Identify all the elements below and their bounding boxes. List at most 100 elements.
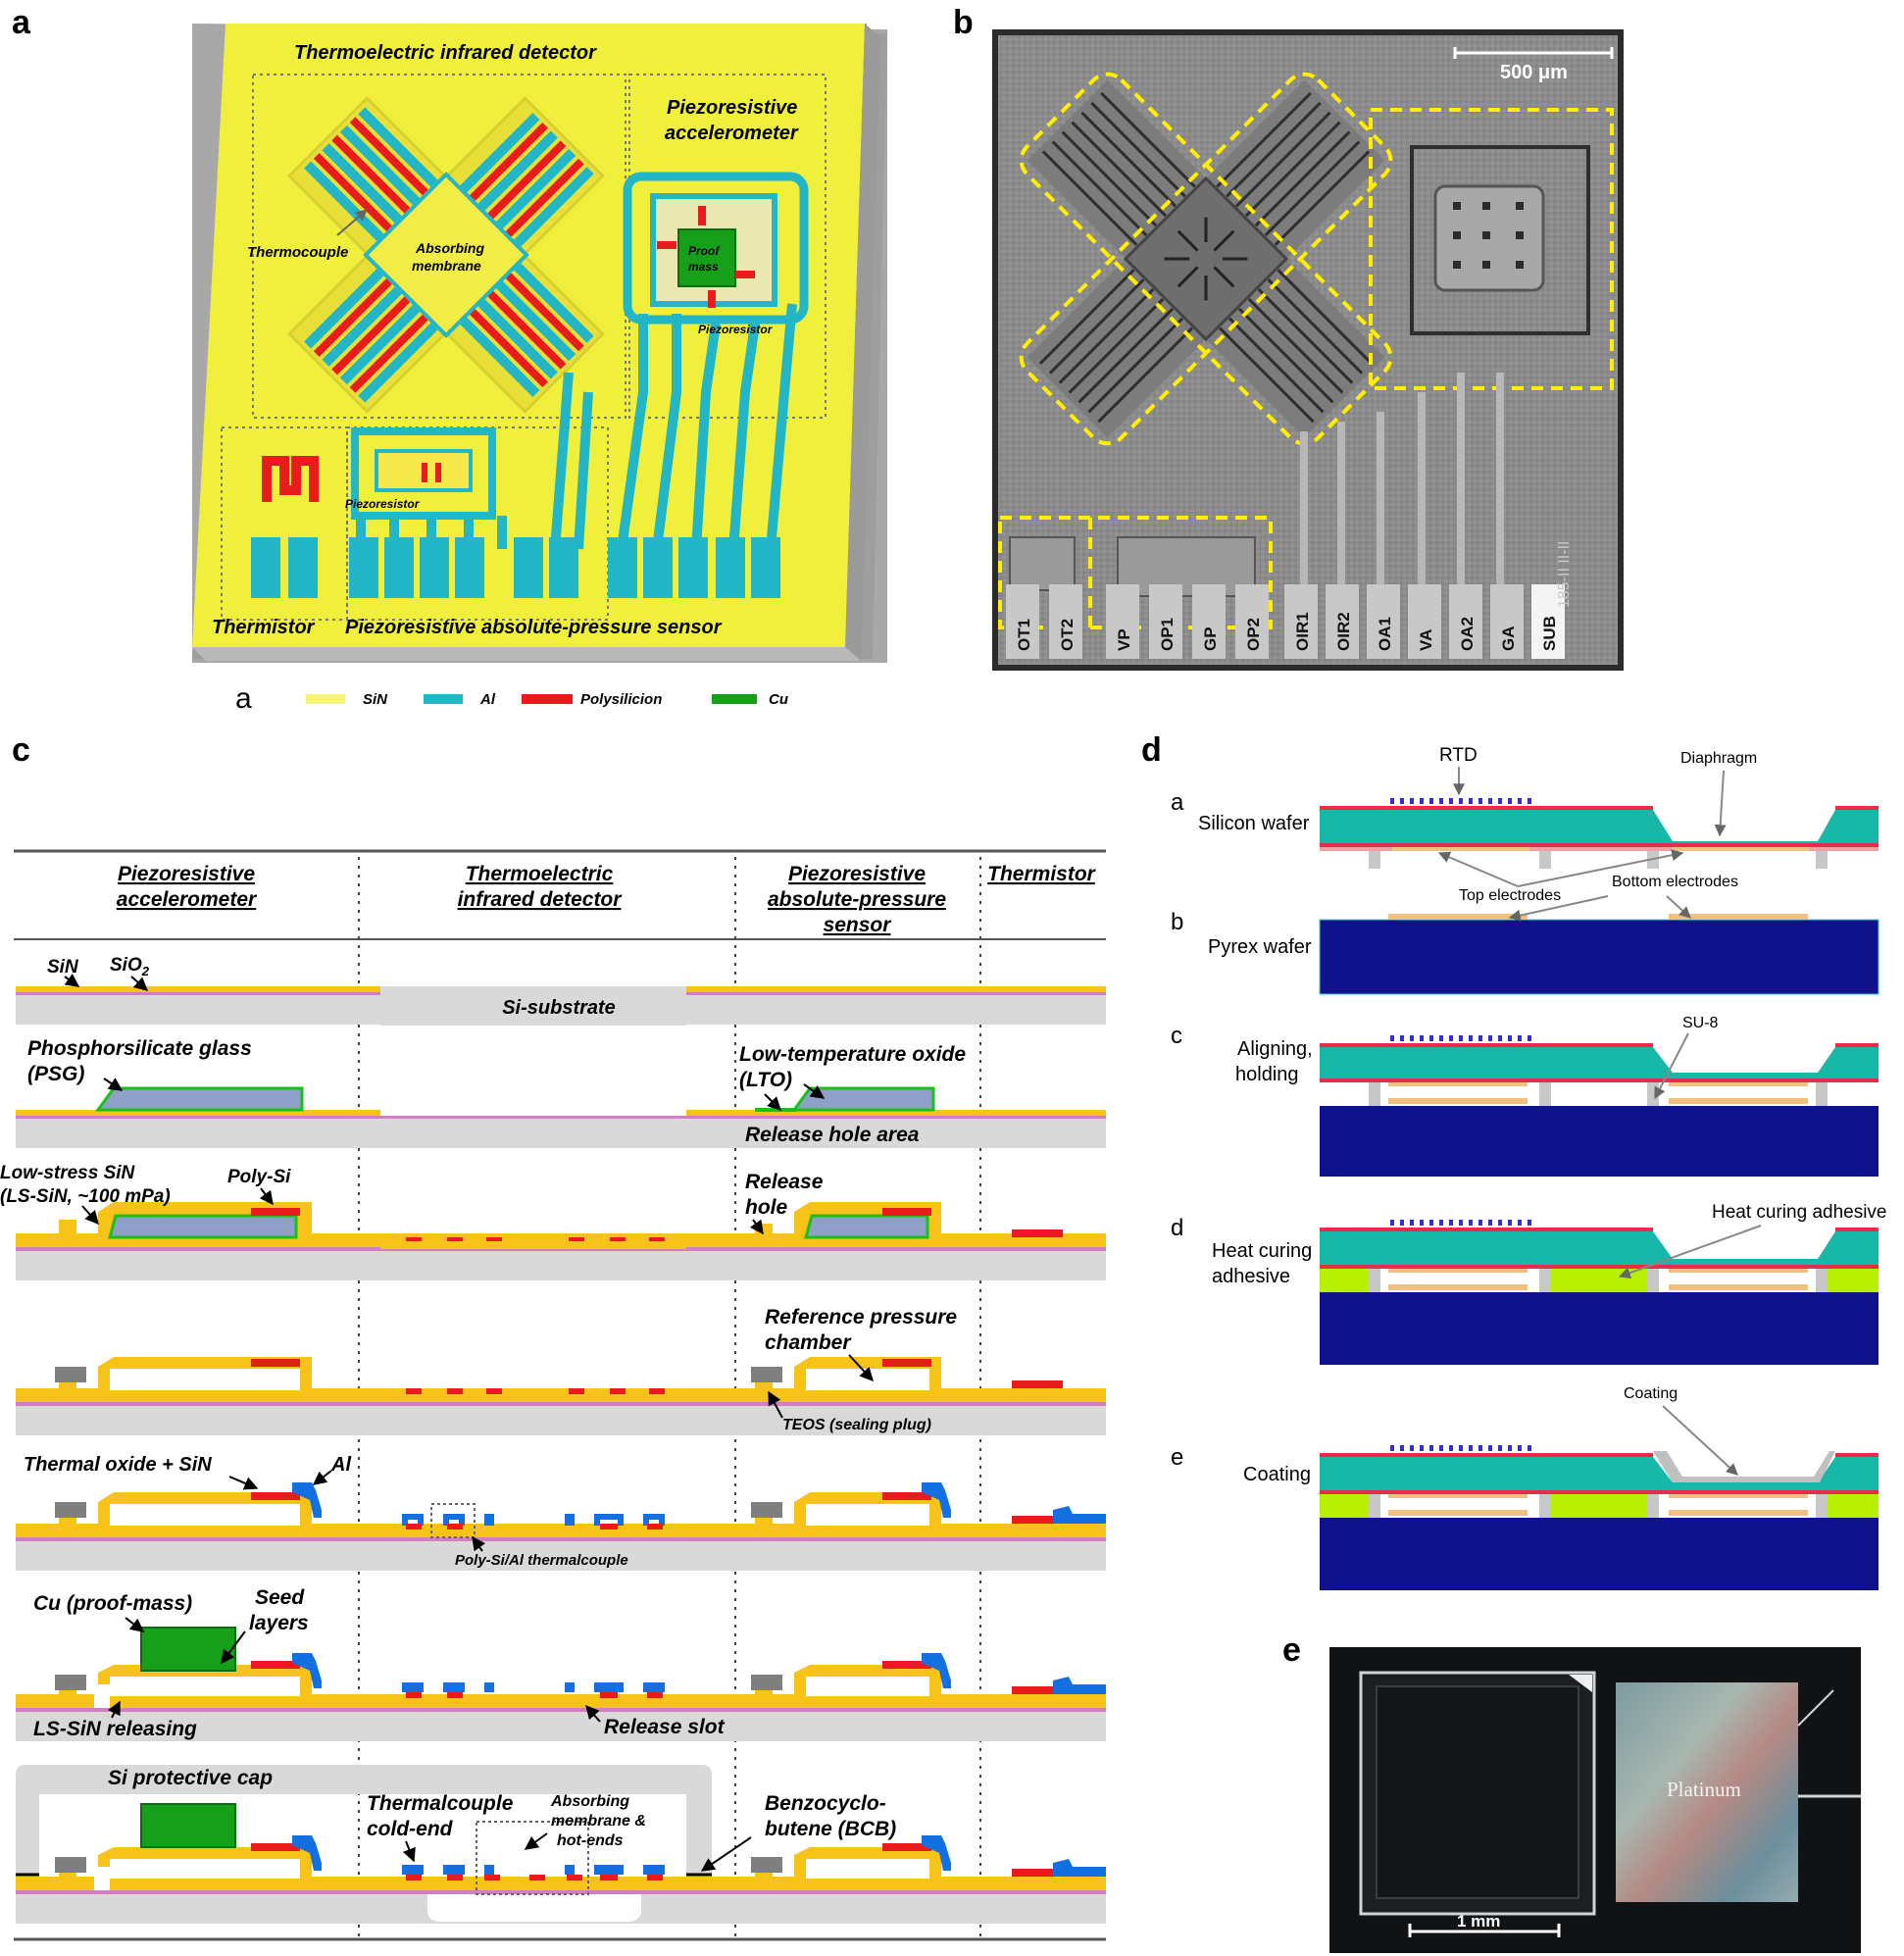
sem-accel-box xyxy=(1369,108,1614,390)
sem-pad xyxy=(1490,584,1524,659)
label-sio2-sub: 2 xyxy=(141,964,150,978)
legend-text-al: Al xyxy=(479,691,496,708)
proof-mass xyxy=(677,228,736,287)
sem-pad-label: GP xyxy=(1201,627,1220,651)
label-psg-2: (PSG) xyxy=(27,1063,84,1085)
label-pressure-sensor: Piezoresistive absolute-pressure sensor xyxy=(345,617,723,638)
step-a: a Silicon wafer RTD Diaphragm Top electr… xyxy=(1171,745,1879,904)
sem-pad xyxy=(1235,584,1269,659)
label-lto-2: (LTO) xyxy=(739,1069,792,1091)
label-piezoresistor-acc: Piezoresistor xyxy=(698,323,774,336)
process-row-3: Low-stress SiN (LS-SiN, ~100 mPa) Poly-S… xyxy=(0,1163,1106,1280)
label-top-electrodes: Top electrodes xyxy=(1459,887,1561,904)
label-si-substrate: Si-substrate xyxy=(502,997,616,1019)
panel-a-label: a xyxy=(12,4,31,41)
process-row-1: SiN SiO2 Si-substrate xyxy=(16,955,1106,1026)
label-seed-1: Seed xyxy=(255,1586,305,1609)
label-piezoresistor-ps: Piezoresistor xyxy=(345,497,421,511)
header-pressure-3: sensor xyxy=(824,914,893,936)
label-abs-hot-2: membrane & xyxy=(551,1813,646,1830)
sem-pad-label: OIR1 xyxy=(1293,612,1312,651)
svg-text:Pyrex wafer: Pyrex wafer xyxy=(1208,936,1312,958)
panel-e: e Platinum 1 mm xyxy=(1282,1631,1861,1953)
label-teos: TEOS (sealing plug) xyxy=(782,1417,931,1433)
svg-text:c: c xyxy=(1171,1023,1182,1049)
sem-pad-label: OP2 xyxy=(1244,618,1263,651)
panel-c-label: c xyxy=(12,731,30,769)
sem-pad-label: VP xyxy=(1115,628,1133,651)
sem-pad-label: OT2 xyxy=(1058,619,1077,651)
legend-swatch-poly xyxy=(522,694,573,704)
svg-text:Silicon wafer: Silicon wafer xyxy=(1198,813,1310,834)
svg-text:SiO2: SiO2 xyxy=(110,955,150,978)
header-pressure-1: Piezoresistive xyxy=(788,863,926,885)
step-b: b Pyrex wafer xyxy=(1171,895,1879,995)
panel-b: b xyxy=(953,4,1624,671)
sem-pad xyxy=(1192,584,1226,659)
label-proof-2: mass xyxy=(688,260,719,274)
label-thermalcouple: Poly-Si/Al thermalcouple xyxy=(455,1552,628,1569)
sem-pad-label: GA xyxy=(1499,627,1518,652)
label-sin: SiN xyxy=(47,957,79,978)
process-row-2: Phosphorsilicate glass (PSG) Low-tempera… xyxy=(16,1037,1106,1148)
legend-label: a xyxy=(235,682,252,715)
sem-pad-label: SUB xyxy=(1540,616,1559,651)
platinum-film xyxy=(1616,1682,1798,1902)
sem-pads: OT1 OT2 VP OP1 GP OP2 OIR1 OIR2 OA1 VA OA2 GA SUB xyxy=(1006,584,1565,659)
label-ls-sin-1: Low-stress SiN xyxy=(0,1163,136,1183)
bond-pads xyxy=(251,537,780,598)
label-ls-sin-release: LS-SiN releasing xyxy=(33,1718,197,1740)
header-accelerometer-2: accelerometer xyxy=(117,888,258,911)
step-d: d Heat curing adhesive Heat curing adhes… xyxy=(1171,1202,1887,1365)
svg-text:d: d xyxy=(1171,1215,1183,1241)
label-absorbing-2: membrane xyxy=(412,258,481,274)
svg-text:e: e xyxy=(1171,1444,1183,1471)
label-release-hole-area: Release hole area xyxy=(745,1124,920,1146)
sem-pad-label: OT1 xyxy=(1015,619,1033,651)
sem-pad-label: OA2 xyxy=(1458,617,1477,651)
svg-text:Coating: Coating xyxy=(1243,1464,1311,1485)
label-su8: SU-8 xyxy=(1682,1015,1719,1031)
panel-b-label: b xyxy=(953,4,974,41)
c-proof-mass xyxy=(140,1627,236,1672)
label-diaphragm: Diaphragm xyxy=(1680,750,1757,767)
label-cu-proof: Cu (proof-mass) xyxy=(33,1592,192,1615)
label-heat-curing-adhesive: Heat curing adhesive xyxy=(1712,1202,1887,1223)
svg-text:Heat curing: Heat curing xyxy=(1212,1240,1312,1262)
header-ir-2: infrared detector xyxy=(458,888,624,911)
header-accelerometer-1: Piezoresistive xyxy=(118,863,255,885)
sem-pad xyxy=(1408,584,1441,659)
label-cold-end-2: cold-end xyxy=(367,1818,454,1840)
sem-pad-label: OP1 xyxy=(1158,618,1177,651)
legend-text-sin: SiN xyxy=(363,691,388,708)
label-bcb-2: butene (BCB) xyxy=(765,1818,896,1840)
chip-code: 185-II II-II xyxy=(1556,541,1573,608)
panel-c: c Piezoresistive accelerometer Thermoele… xyxy=(0,731,1106,1941)
label-platinum: Platinum xyxy=(1667,1778,1741,1801)
label-abs-hot-3: hot-ends xyxy=(557,1832,624,1849)
sem-pad xyxy=(1531,584,1565,659)
label-ls-sin-2: (LS-SiN, ~100 mPa) xyxy=(0,1186,171,1207)
legend: SiN Al Polysilicion Cu xyxy=(306,691,788,708)
ir-detector-x xyxy=(287,96,605,414)
label-si-cap: Si protective cap xyxy=(108,1767,273,1789)
scale-bar-e: 1 mm xyxy=(1457,1912,1500,1931)
panel-e-label: e xyxy=(1282,1631,1301,1669)
process-row-6: Cu (proof-mass) Seed layers LS-SiN relea… xyxy=(16,1586,1106,1741)
label-abs-hot-1: Absorbing xyxy=(550,1793,629,1810)
legend-swatch-al xyxy=(424,694,463,704)
panel-d: d a Silicon wafer RTD Diaphragm Top elec… xyxy=(1141,731,1887,1590)
sem-pad xyxy=(1106,584,1139,659)
svg-text:holding: holding xyxy=(1235,1064,1299,1085)
legend-swatch-sin xyxy=(306,694,345,704)
process-row-7: Si protective cap Thermalcouple cold-end… xyxy=(16,1765,1106,1924)
sem-pad xyxy=(1049,584,1082,659)
label-thermocouple: Thermocouple xyxy=(247,244,348,261)
label-accelerometer-1: Piezoresistive xyxy=(667,97,797,119)
sem-pad xyxy=(1006,584,1039,659)
sem-x-structure xyxy=(1019,72,1393,446)
label-release-hole-2: hole xyxy=(745,1196,787,1219)
label-cold-end-1: Thermalcouple xyxy=(367,1792,514,1815)
thermistor-meander xyxy=(262,456,319,502)
